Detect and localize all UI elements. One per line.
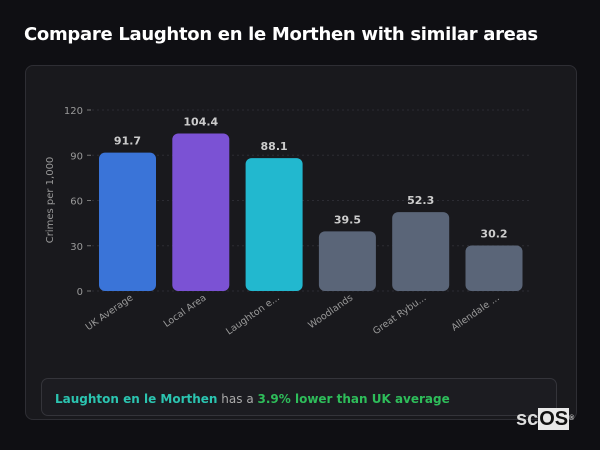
page-title: Compare Laughton en le Morthen with simi… (24, 24, 538, 45)
y-axis-label: Crimes per 1,000 (45, 157, 56, 244)
y-tick-label: 60 (70, 197, 83, 208)
bar[interactable] (465, 245, 523, 291)
x-tick-label: Woodlands (306, 292, 355, 331)
data-label: 52.3 (407, 194, 434, 207)
comparison-summary: Laughton en le Morthen has a 3.9% lower … (41, 378, 557, 416)
y-tick-label: 120 (64, 106, 83, 117)
data-label: 91.7 (114, 135, 141, 148)
y-tick-label: 0 (77, 287, 83, 298)
area-name: Laughton en le Morthen (55, 392, 218, 406)
data-label: 30.2 (480, 227, 507, 240)
bar[interactable] (392, 212, 450, 291)
x-tick-label: Allendale ... (449, 292, 501, 333)
bar[interactable] (318, 231, 376, 291)
bar[interactable] (99, 152, 156, 291)
x-tick-label: UK Average (84, 292, 136, 333)
bar[interactable] (245, 158, 303, 291)
data-label: 39.5 (334, 213, 361, 226)
bar[interactable] (172, 133, 230, 291)
x-tick-label: Great Rybu... (371, 292, 428, 337)
data-label: 88.1 (261, 140, 288, 153)
x-tick-label: Laughton e... (224, 292, 282, 337)
scos-logo: scOS® (516, 408, 575, 430)
y-tick-label: 30 (70, 242, 83, 253)
summary-text: has a (217, 392, 258, 406)
data-label: 104.4 (183, 116, 218, 129)
comparison-value: 3.9% lower than UK average (257, 392, 450, 406)
y-tick-label: 90 (70, 151, 83, 162)
x-tick-label: Local Area (162, 292, 209, 329)
